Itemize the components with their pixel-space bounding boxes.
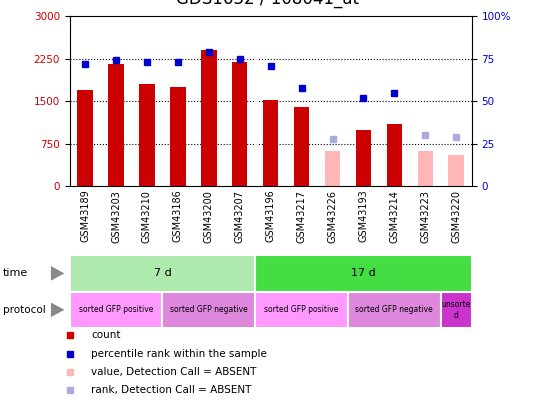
Bar — [356, 130, 371, 186]
Text: GSM43207: GSM43207 — [235, 190, 245, 243]
Text: GSM43217: GSM43217 — [296, 190, 307, 243]
Bar — [418, 151, 433, 186]
Text: count: count — [91, 330, 121, 340]
Text: time: time — [3, 269, 28, 278]
Text: percentile rank within the sample: percentile rank within the sample — [91, 349, 267, 358]
Text: 17 d: 17 d — [351, 269, 376, 278]
Text: protocol: protocol — [3, 305, 46, 315]
Text: GSM43196: GSM43196 — [266, 190, 276, 243]
Bar — [70, 292, 162, 328]
Text: 7 d: 7 d — [154, 269, 172, 278]
Text: sorted GFP negative: sorted GFP negative — [355, 305, 433, 314]
Text: GDS1632 / 108041_at: GDS1632 / 108041_at — [176, 0, 360, 8]
Bar — [294, 107, 309, 186]
Text: sorted GFP negative: sorted GFP negative — [170, 305, 248, 314]
Text: unsorte
d: unsorte d — [442, 300, 471, 320]
Bar — [441, 292, 472, 328]
Text: GSM43189: GSM43189 — [80, 190, 90, 243]
Text: sorted GFP positive: sorted GFP positive — [264, 305, 339, 314]
Bar — [255, 292, 348, 328]
Text: GSM43210: GSM43210 — [142, 190, 152, 243]
Text: GSM43214: GSM43214 — [389, 190, 399, 243]
Text: GSM43186: GSM43186 — [173, 190, 183, 243]
Bar — [170, 87, 185, 186]
Text: GSM43193: GSM43193 — [359, 190, 368, 243]
Bar — [255, 255, 472, 292]
Bar — [70, 255, 255, 292]
Bar — [263, 100, 278, 186]
Bar — [325, 151, 340, 186]
Text: rank, Detection Call = ABSENT: rank, Detection Call = ABSENT — [91, 385, 251, 395]
Bar — [232, 62, 248, 186]
Text: GSM43220: GSM43220 — [451, 190, 461, 243]
Bar — [386, 124, 402, 186]
Text: GSM43203: GSM43203 — [111, 190, 121, 243]
Text: value, Detection Call = ABSENT: value, Detection Call = ABSENT — [91, 367, 257, 377]
Text: GSM43226: GSM43226 — [327, 190, 338, 243]
Text: sorted GFP positive: sorted GFP positive — [79, 305, 153, 314]
Bar — [108, 64, 124, 186]
Text: GSM43200: GSM43200 — [204, 190, 214, 243]
Bar — [348, 292, 441, 328]
Bar — [201, 50, 217, 186]
Bar — [77, 90, 93, 186]
Text: GSM43223: GSM43223 — [420, 190, 430, 243]
Bar — [139, 84, 155, 186]
Bar — [162, 292, 255, 328]
Bar — [449, 155, 464, 186]
